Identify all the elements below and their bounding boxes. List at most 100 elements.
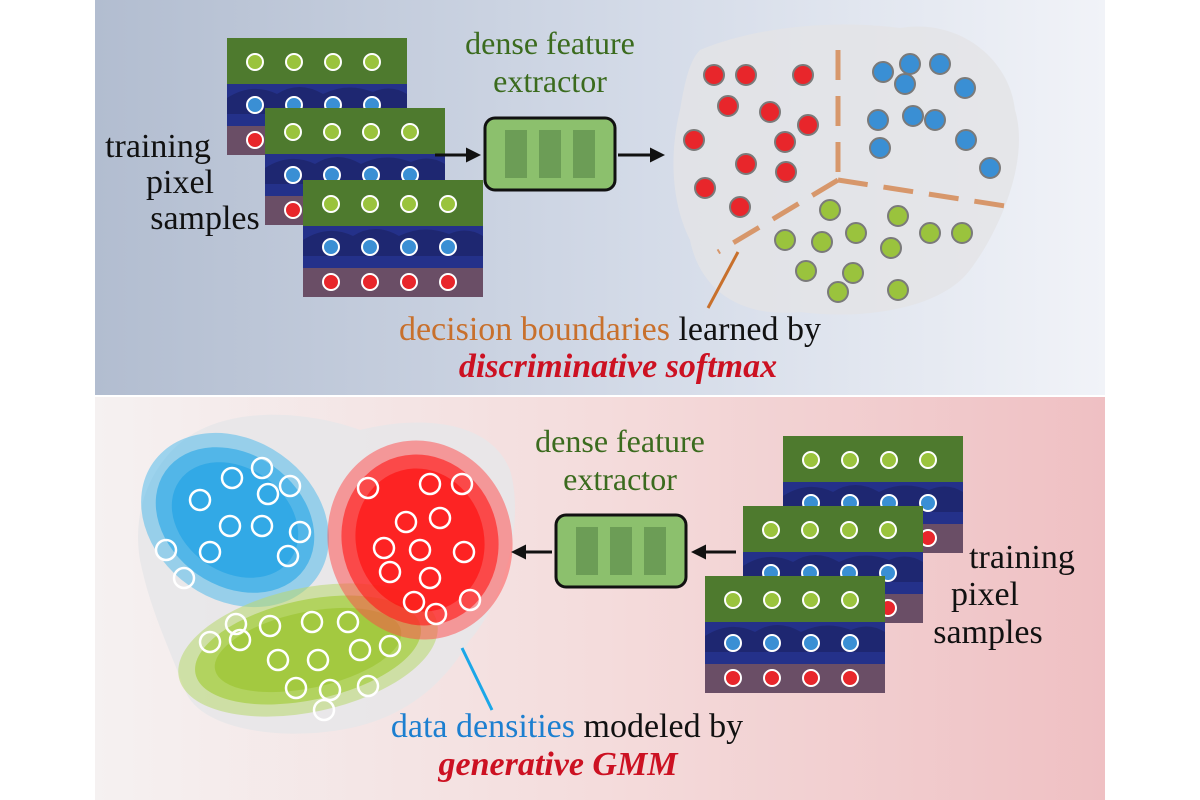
feature-point (452, 540, 476, 564)
feature-point (378, 560, 402, 584)
feature-point (300, 610, 324, 634)
feature-point (954, 77, 976, 99)
bottom-sample-image-3 (705, 576, 885, 693)
feature-point (775, 161, 797, 183)
feature-point (356, 674, 380, 698)
feature-point (276, 544, 300, 568)
feature-point (819, 199, 841, 221)
feature-point (418, 472, 442, 496)
feature-point (224, 612, 248, 636)
top-samples-label-2: pixel (146, 164, 214, 201)
feature-point (266, 648, 290, 672)
feature-point (869, 137, 891, 159)
feature-point (278, 474, 302, 498)
feature-point (899, 53, 921, 75)
bottom-training-samples (705, 436, 963, 693)
feature-point (356, 476, 380, 500)
bottom-feature-extractor (554, 513, 688, 589)
feature-point (703, 64, 725, 86)
feature-point (842, 262, 864, 284)
top-sample-image-3 (303, 180, 483, 297)
feature-point (979, 157, 1001, 179)
feature-point (336, 610, 360, 634)
decision-boundaries (716, 50, 1019, 255)
feature-point (228, 628, 252, 652)
feature-point (198, 630, 222, 654)
feature-point (759, 101, 781, 123)
bottom-extractor-label-2: extractor (563, 461, 677, 497)
bottom-samples-label-2: pixel (951, 576, 1019, 613)
feature-point (795, 260, 817, 282)
bottom-caption: data densities modeled by (391, 708, 743, 745)
feature-point (792, 64, 814, 86)
feature-point (717, 95, 739, 117)
bottom-feature-points (154, 456, 482, 722)
feature-point (218, 514, 242, 538)
feature-point (250, 456, 274, 480)
boundary-pointer (706, 251, 740, 309)
top-feature-points (683, 53, 1001, 303)
feature-point (418, 566, 442, 590)
feature-point (220, 466, 244, 490)
feature-point (458, 588, 482, 612)
feature-point (372, 536, 396, 560)
feature-point (867, 109, 889, 131)
bottom-samples-label-3: samples (933, 614, 1043, 651)
top-training-samples (227, 38, 483, 297)
bottom-caption-rest: modeled by (575, 708, 743, 745)
bottom-samples-label-1: training (969, 539, 1075, 576)
top-extractor-label-2: extractor (493, 63, 607, 99)
feature-point (729, 196, 751, 218)
feature-point (797, 114, 819, 136)
feature-point (378, 634, 402, 658)
feature-point (250, 514, 274, 538)
feature-point (198, 540, 222, 564)
feature-point (955, 129, 977, 151)
top-caption-rest: learned by (670, 311, 821, 348)
feature-point (288, 520, 312, 544)
feature-point (774, 229, 796, 251)
bottom-method: generative GMM (438, 746, 680, 783)
feature-point (924, 109, 946, 131)
feature-point (919, 222, 941, 244)
feature-point (402, 590, 426, 614)
feature-point (811, 231, 833, 253)
top-caption: decision boundaries learned by (399, 311, 821, 348)
feature-point (408, 538, 432, 562)
feature-point (154, 538, 178, 562)
feature-point (894, 73, 916, 95)
feature-point (450, 472, 474, 496)
feature-point (318, 678, 342, 702)
top-samples-label-1: training (105, 128, 211, 165)
feature-point (951, 222, 973, 244)
feature-point (887, 279, 909, 301)
feature-point (348, 638, 372, 662)
feature-point (827, 281, 849, 303)
feature-point (774, 131, 796, 153)
feature-point (694, 177, 716, 199)
feature-point (735, 153, 757, 175)
bottom-caption-highlight: data densities (391, 708, 575, 745)
feature-point (172, 566, 196, 590)
bottom-extractor-label-1: dense feature (535, 423, 705, 459)
top-caption-highlight: decision boundaries (399, 311, 670, 348)
top-extractor-label-1: dense feature (465, 25, 635, 61)
feature-point (284, 676, 308, 700)
top-method: discriminative softmax (459, 348, 777, 385)
feature-point (312, 698, 336, 722)
feature-point (902, 105, 924, 127)
feature-point (188, 488, 212, 512)
feature-point (845, 222, 867, 244)
feature-point (683, 129, 705, 151)
feature-point (424, 602, 448, 626)
feature-point (394, 510, 418, 534)
feature-point (306, 648, 330, 672)
top-samples-label-3: samples (150, 200, 260, 237)
feature-point (428, 506, 452, 530)
feature-point (887, 205, 909, 227)
feature-point (880, 237, 902, 259)
feature-point (256, 482, 280, 506)
feature-point (929, 53, 951, 75)
feature-point (872, 61, 894, 83)
